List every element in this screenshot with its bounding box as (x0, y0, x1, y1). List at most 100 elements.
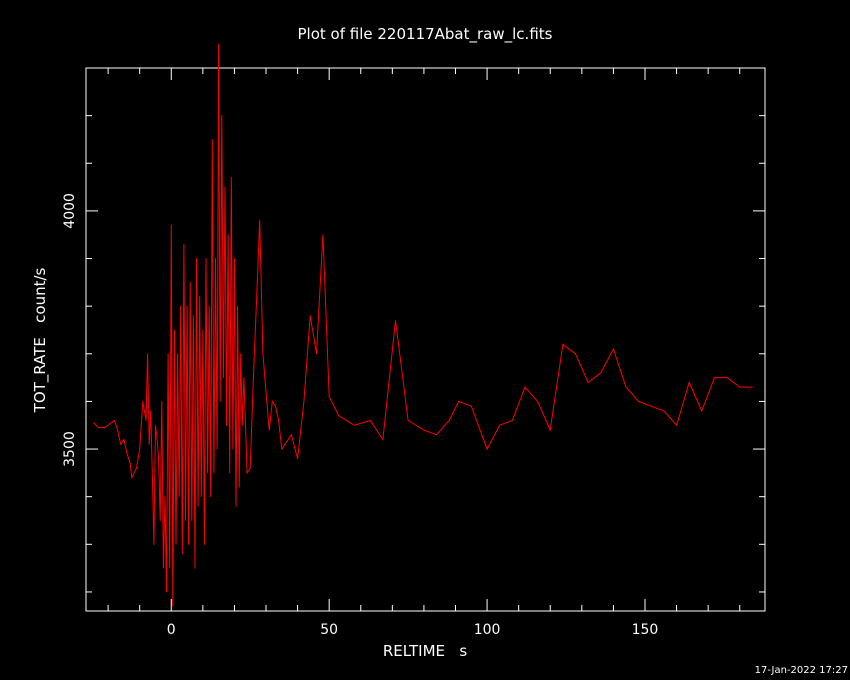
data-point (237, 305, 239, 307)
data-point (211, 138, 213, 140)
data-point (436, 434, 438, 436)
data-point (726, 377, 728, 379)
data-point (208, 305, 210, 307)
data-point (166, 591, 168, 593)
data-point (177, 353, 179, 355)
data-point (739, 386, 741, 388)
y-tick-label: 4000 (62, 193, 78, 229)
timestamp: 17-Jan-2022 17:27 (754, 665, 848, 676)
data-point (246, 472, 248, 474)
data-point (167, 353, 169, 355)
data-point (202, 329, 204, 331)
data-point (338, 415, 340, 417)
data-point (240, 353, 242, 355)
data-point (448, 419, 450, 421)
data-point (423, 429, 425, 431)
data-point (382, 439, 384, 441)
data-point (458, 400, 460, 402)
chart-title: Plot of file 220117Abat_raw_lc.fits (298, 25, 553, 44)
data-point (169, 567, 171, 569)
axis-ticks (86, 67, 765, 611)
data-point (233, 258, 235, 260)
data-point (181, 553, 183, 555)
data-point (290, 434, 292, 436)
data-point (676, 424, 678, 426)
data-point (93, 422, 95, 424)
data-point (268, 429, 270, 431)
data-point (241, 424, 243, 426)
data-point (407, 419, 409, 421)
x-tick-label: 0 (167, 622, 176, 638)
data-point (256, 300, 258, 302)
data-point (142, 400, 144, 402)
data-point (164, 496, 166, 498)
data-point (281, 448, 283, 450)
data-point (524, 386, 526, 388)
data-point (188, 543, 190, 545)
data-point (197, 505, 199, 507)
data-point (145, 419, 147, 421)
data-point (562, 343, 564, 345)
data-point (98, 427, 100, 429)
data-point (203, 543, 205, 545)
data-point (701, 410, 703, 412)
x-tick-label: 150 (632, 622, 659, 638)
data-point (252, 377, 254, 379)
data-point (129, 462, 131, 464)
data-point (104, 427, 106, 429)
data-point (139, 448, 141, 450)
data-point (625, 386, 627, 388)
series-points (93, 43, 753, 607)
data-point (200, 496, 202, 498)
data-point (210, 496, 212, 498)
data-point (227, 234, 229, 236)
x-tick-labels: 0 50 100 150 (167, 622, 659, 638)
data-point (353, 424, 355, 426)
data-point (216, 448, 218, 450)
data-point (199, 296, 201, 298)
data-point (159, 520, 161, 521)
data-point (486, 448, 488, 450)
data-point (143, 410, 145, 412)
data-point (499, 424, 501, 426)
data-point (151, 472, 153, 474)
data-point (189, 281, 191, 283)
data-point (262, 353, 264, 355)
data-point (123, 439, 125, 441)
data-point (156, 439, 158, 441)
data-point (600, 372, 602, 374)
data-point (186, 305, 188, 307)
data-point (117, 429, 119, 431)
data-point (309, 315, 311, 317)
plot-frame (85, 67, 766, 612)
data-point (175, 543, 177, 545)
data-point (173, 329, 175, 331)
data-point (229, 472, 231, 474)
data-point (663, 410, 665, 412)
y-tick-labels: 3500 4000 (62, 193, 78, 467)
data-point (154, 424, 156, 426)
data-point (170, 224, 172, 226)
data-point (328, 396, 330, 398)
data-point (688, 381, 690, 383)
data-point (218, 43, 220, 45)
data-point (369, 419, 371, 421)
data-point (180, 305, 182, 307)
data-point (131, 477, 133, 479)
data-point (192, 315, 194, 317)
data-point (638, 400, 640, 402)
data-point (249, 467, 251, 469)
data-point (265, 391, 267, 393)
data-point (650, 405, 652, 407)
data-point (184, 520, 186, 521)
data-point (259, 219, 261, 221)
data-point (232, 448, 234, 450)
data-point (150, 410, 152, 412)
data-point (205, 258, 207, 260)
data-point (271, 400, 273, 402)
data-point (214, 258, 216, 260)
data-point (322, 234, 324, 236)
x-tick-label: 50 (320, 622, 338, 638)
data-point (224, 186, 226, 188)
